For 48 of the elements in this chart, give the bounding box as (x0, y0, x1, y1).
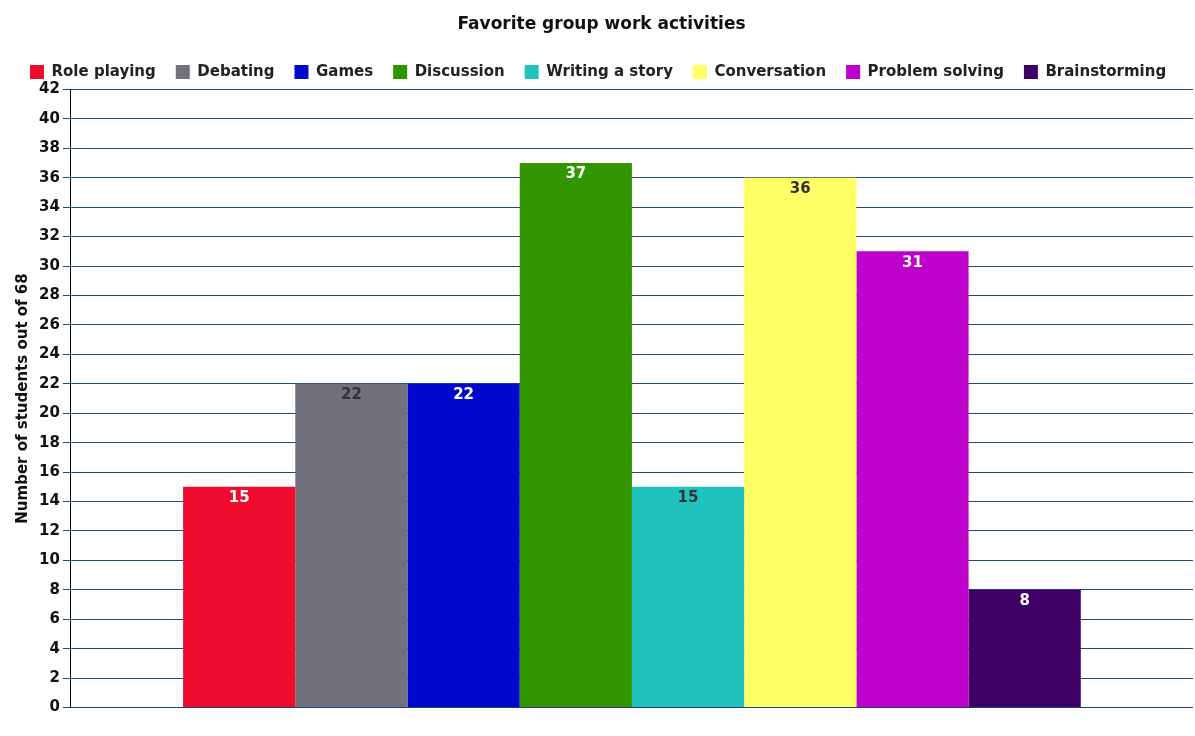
y-tick-label: 30 (39, 255, 60, 274)
legend-label: Games (315, 61, 374, 80)
bar (856, 251, 969, 708)
data-label: 22 (453, 385, 475, 404)
y-tick-label: 28 (39, 285, 60, 304)
bar (631, 486, 745, 708)
legend-label: Discussion (414, 61, 505, 80)
bar (968, 589, 1081, 708)
y-tick-label: 8 (49, 579, 60, 598)
bar (744, 177, 857, 708)
legend-label: Debating (197, 61, 275, 80)
legend-label: Conversation (714, 61, 827, 80)
y-tick-label: 40 (39, 108, 60, 127)
y-tick-label: 42 (39, 79, 60, 98)
data-label: 31 (902, 252, 923, 271)
data-label: 8 (1019, 591, 1030, 610)
y-tick-label: 34 (39, 197, 60, 216)
y-tick-label: 0 (49, 697, 60, 716)
data-label: 22 (340, 385, 362, 404)
y-tick-label: 26 (39, 314, 60, 333)
y-tick-label: 22 (39, 373, 60, 392)
legend-label: Problem solving (867, 61, 1004, 80)
y-tick-label: 14 (39, 491, 60, 510)
bar (519, 163, 632, 708)
legend-label: Writing a story (546, 61, 674, 80)
y-tick-label: 38 (39, 138, 60, 157)
data-label: 36 (789, 179, 811, 198)
y-tick-label: 24 (39, 344, 60, 363)
y-tick-label: 16 (39, 461, 60, 480)
y-tick-label: 4 (49, 638, 60, 657)
y-tick-label: 2 (49, 668, 60, 687)
data-label: 15 (677, 488, 699, 507)
bar (183, 486, 296, 708)
legend-label: Role playing (51, 61, 156, 80)
data-label: 15 (228, 488, 250, 507)
bar (295, 383, 408, 708)
y-tick-label: 36 (39, 167, 60, 186)
y-tick-label: 20 (39, 403, 60, 422)
data-label: 37 (565, 164, 587, 183)
chart-title: Favorite group work activities (457, 12, 746, 33)
y-tick-label: 18 (39, 432, 60, 451)
y-tick-label: 10 (39, 550, 60, 569)
y-tick-label: 6 (49, 609, 60, 628)
y-tick-label: 12 (39, 520, 60, 539)
y-axis-title: Number of students out of 68 (12, 273, 31, 524)
y-tick-label: 32 (39, 226, 60, 245)
legend-label: Brainstorming (1045, 61, 1167, 80)
bar (407, 383, 520, 708)
